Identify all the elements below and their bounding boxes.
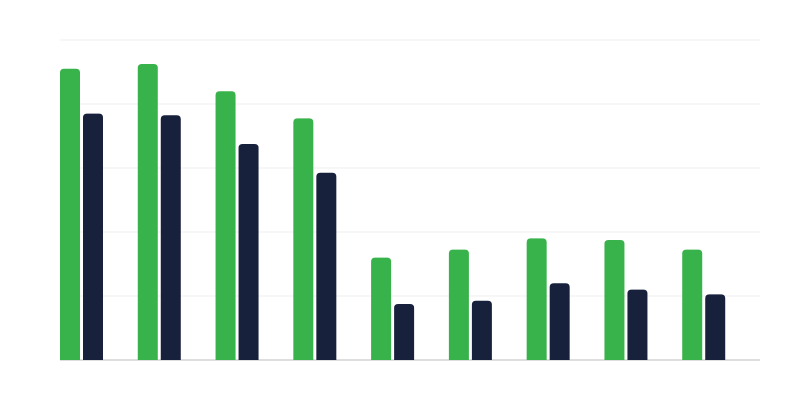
bar <box>549 283 570 360</box>
bar <box>682 249 703 360</box>
bar <box>705 294 726 360</box>
bar <box>448 249 469 360</box>
bar <box>371 257 392 360</box>
bar <box>627 289 648 360</box>
bar <box>526 238 547 360</box>
bar <box>160 115 181 360</box>
bar <box>471 300 492 360</box>
bar <box>215 91 236 360</box>
bar <box>316 172 337 360</box>
bar <box>604 240 625 360</box>
bar <box>60 68 80 361</box>
bar <box>238 144 259 360</box>
bar <box>137 64 158 360</box>
bar <box>394 304 415 360</box>
bar <box>83 113 103 360</box>
bar <box>293 118 314 361</box>
